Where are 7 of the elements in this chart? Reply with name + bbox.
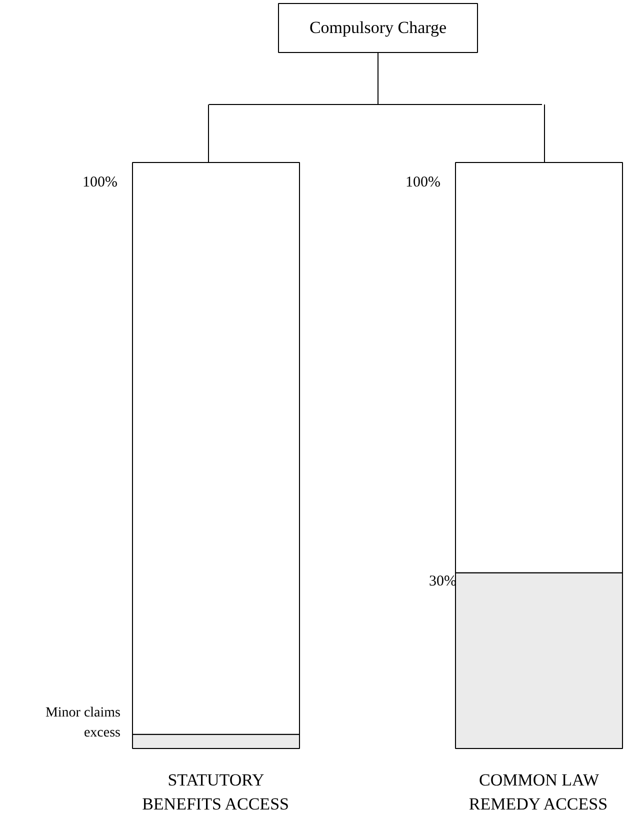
- x-tick-label: COMMON LAW REMEDY ACCESS: [468, 770, 608, 814]
- annotation: Minor claims excess: [45, 706, 121, 740]
- x-tick-label: STATUTORY BENEFITS ACCESS: [142, 770, 289, 814]
- chart-title: Compulsory Charge: [309, 18, 447, 37]
- data-label: 30%: [429, 574, 457, 590]
- total-label: 100%: [406, 174, 441, 190]
- total-label: 100%: [82, 174, 118, 190]
